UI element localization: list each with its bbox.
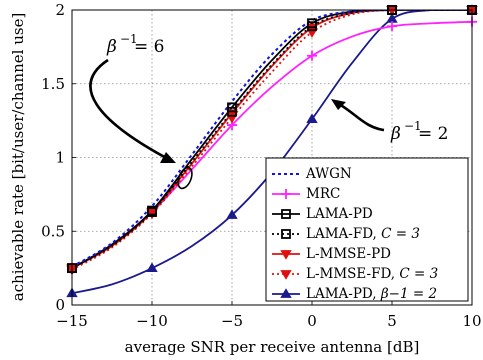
y-tick-label: 1.5 <box>41 75 65 93</box>
annotation-beta-2-arrowhead <box>331 99 346 110</box>
series-line <box>72 10 472 269</box>
annotation-beta-2-base: β <box>390 124 401 144</box>
legend-swatches <box>272 173 300 298</box>
y-tick-label: 0.5 <box>41 222 65 240</box>
legend-box <box>265 157 469 302</box>
legend: AWGN MRC LAMA-PD LAMA-FD, C = 3 L-MMSE-P… <box>265 157 469 302</box>
x-tick-label: −10 <box>136 312 168 330</box>
x-tick-labels: −15 −10 −5 0 5 10 <box>56 312 481 330</box>
annotation-beta-6-base: β <box>106 37 117 57</box>
annotation-beta-6-arrowhead <box>160 152 176 163</box>
legend-label-awgn: AWGN <box>305 166 352 182</box>
legend-swatch-marker <box>280 288 292 298</box>
legend-swatch-marker <box>281 189 291 199</box>
annotation-beta-6-ellipse <box>177 166 193 190</box>
series-line <box>72 10 472 269</box>
x-tick-label: −15 <box>56 312 88 330</box>
y-tick-label: 0 <box>55 296 65 314</box>
annotation-beta-6-arrow <box>89 58 171 162</box>
data-point <box>306 23 318 34</box>
annotation-beta-6-value: = 6 <box>134 37 164 57</box>
x-tick-label: 0 <box>307 312 317 330</box>
markers <box>66 4 478 298</box>
legend-label-lama-pd-beta2: LAMA-PD, β−1 = 2 <box>306 286 437 302</box>
x-tick-label: 5 <box>387 312 397 330</box>
x-tick-label: −5 <box>221 312 243 330</box>
y-axis-label: achievable rate [bit/user/channel use] <box>9 13 27 302</box>
legend-label-mrc: MRC <box>306 186 340 202</box>
plot-frame <box>71 9 473 306</box>
legend-swatch-marker <box>281 209 291 219</box>
y-tick-label: 2 <box>55 1 65 19</box>
legend-label-lama-fd: LAMA-FD, C = 3 <box>306 226 420 242</box>
y-tick-label: 1 <box>55 149 65 167</box>
x-tick-label: 10 <box>462 312 481 330</box>
data-point <box>387 21 397 32</box>
x-axis-label: average SNR per receive antenna [dB] <box>125 338 420 356</box>
data-point <box>147 205 157 216</box>
legend-swatch-marker <box>281 229 291 239</box>
annotation-beta-2-sup: −1 <box>404 119 422 133</box>
legend-swatch-marker <box>280 270 292 280</box>
y-tick-labels: 0 0.5 1 1.5 2 <box>41 1 65 314</box>
legend-label-lmmse-pd: L-MMSE-PD <box>306 246 391 262</box>
annotation-beta-2-value: = 2 <box>418 124 448 144</box>
legend-label-lama-pd: LAMA-PD <box>306 206 373 222</box>
legend-swatch-marker <box>280 250 292 260</box>
annotation-beta-2: β −1 = 2 <box>390 119 448 144</box>
data-point <box>307 50 317 61</box>
series-line <box>72 10 472 268</box>
annotation-beta-2-arrow <box>338 102 385 132</box>
data-point <box>146 262 158 273</box>
annotation-beta-6: β −1 = 6 <box>106 32 164 57</box>
data-point <box>306 113 318 124</box>
data-point <box>226 209 238 219</box>
legend-label-lmmse-fd: L-MMSE-FD, C = 3 <box>306 266 438 282</box>
data-point <box>227 102 237 113</box>
data-point <box>307 18 317 29</box>
annotation-beta-6-sup: −1 <box>120 32 138 46</box>
